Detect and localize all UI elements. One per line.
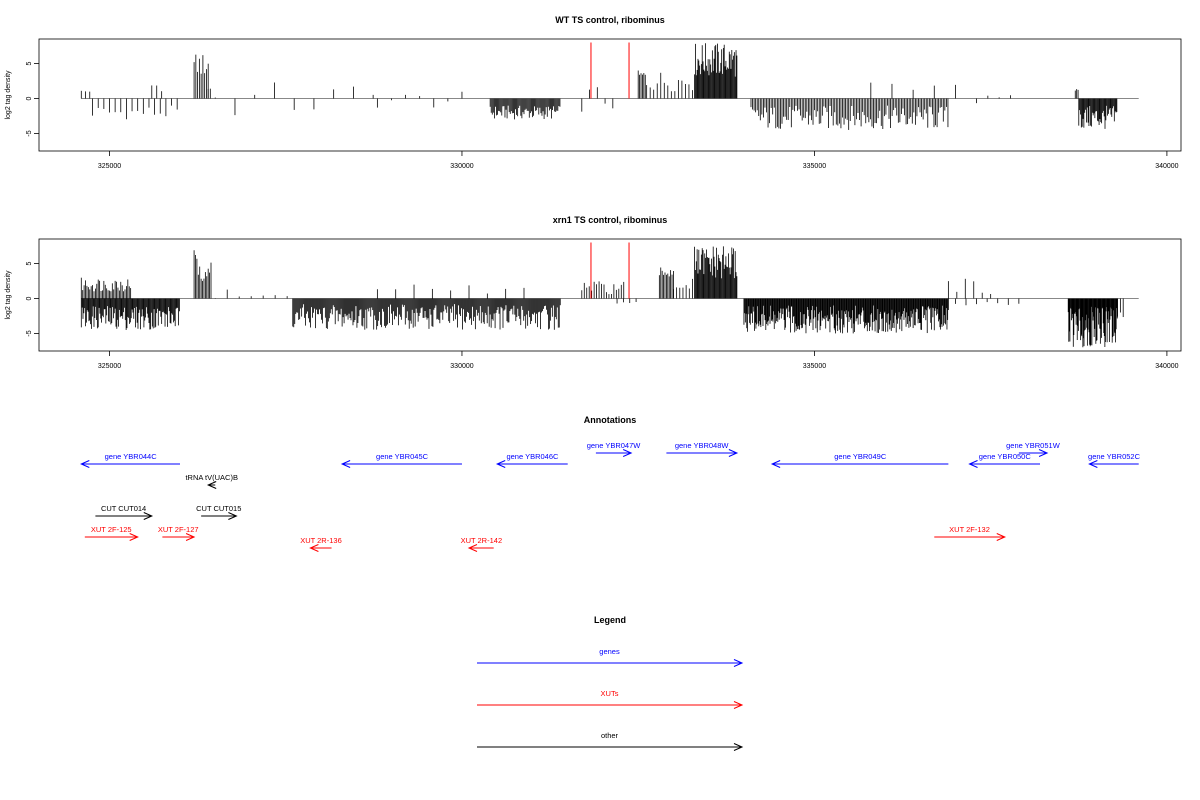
panel-wt-y-tick-label: -5 bbox=[26, 130, 33, 136]
annotation-label: gene YBR052C bbox=[1088, 452, 1141, 461]
legend-arrowhead-icon bbox=[733, 659, 744, 667]
annotation-label: CUT CUT014 bbox=[101, 504, 146, 513]
annotation-arrowhead-icon bbox=[1088, 460, 1098, 468]
annotation-label: XUT 2F-125 bbox=[91, 525, 132, 534]
annotation-label: gene YBR050C bbox=[979, 452, 1032, 461]
annotation-arrowhead-icon bbox=[495, 460, 506, 468]
annotations-title: Annotations bbox=[584, 415, 637, 425]
annotation-feature: gene YBR050C bbox=[968, 452, 1041, 468]
annotation-label: XUT 2R-142 bbox=[461, 536, 503, 545]
annotation-feature: gene YBR044C bbox=[80, 452, 180, 468]
annotation-feature: XUT 2R-142 bbox=[461, 536, 503, 552]
panel-xrn1-y-tick-label: -5 bbox=[26, 330, 33, 336]
panel-wt-x-axis: 325000 330000 335000 340000 bbox=[98, 151, 1179, 170]
annotation-arrowhead-icon bbox=[185, 533, 196, 541]
annotation-arrowhead-icon bbox=[80, 460, 90, 468]
panel-wt-x-tick-label: 330000 bbox=[450, 163, 473, 170]
annotation-arrowhead-icon bbox=[129, 533, 139, 541]
annotation-feature: XUT 2F-132 bbox=[934, 525, 1007, 541]
annotations-panel: Annotations gene YBR044C gene YBR045C gene… bbox=[80, 415, 1141, 552]
panel-wt-y-axis: -5 0 5 bbox=[26, 61, 39, 137]
panel-xrn1-title: xrn1 TS control, ribominus bbox=[553, 215, 668, 225]
legend-title: Legend bbox=[594, 615, 626, 625]
annotation-arrowhead-icon bbox=[968, 460, 978, 468]
annotation-arrowhead-icon bbox=[309, 544, 319, 552]
annotation-arrowhead-icon bbox=[770, 460, 781, 468]
annotation-label: gene YBR046C bbox=[506, 452, 559, 461]
annotation-label: gene YBR049C bbox=[834, 452, 887, 461]
annotation-feature: gene YBR049C bbox=[770, 452, 949, 468]
panel-wt-y-tick-label: 0 bbox=[26, 96, 33, 100]
annotation-arrowhead-icon bbox=[143, 512, 154, 520]
annotation-feature: CUT CUT015 bbox=[196, 504, 241, 520]
legend-label: genes bbox=[599, 647, 620, 656]
annotation-label: gene YBR047W bbox=[587, 441, 642, 450]
legend-item: XUTs bbox=[477, 689, 744, 709]
annotation-feature: gene YBR045C bbox=[340, 452, 462, 468]
panel-xrn1: xrn1 TS control, ribominus log2 tag dens… bbox=[5, 215, 1182, 370]
panel-wt: WT TS control, ribominus log2 tag densit… bbox=[5, 15, 1182, 170]
annotation-feature: XUT 2F-127 bbox=[158, 525, 199, 541]
panel-xrn1-bars bbox=[80, 242, 1139, 348]
annotation-feature: gene YBR046C bbox=[495, 452, 568, 468]
annotation-label: CUT CUT015 bbox=[196, 504, 241, 513]
annotation-arrowhead-icon bbox=[206, 481, 217, 489]
annotation-feature: XUT 2F-125 bbox=[84, 525, 139, 541]
panel-wt-y-axis-label: log2 tag density bbox=[5, 70, 12, 120]
annotation-feature: XUT 2R-136 bbox=[300, 536, 342, 552]
annotation-arrowhead-icon bbox=[340, 460, 351, 468]
annotation-arrowhead-icon bbox=[996, 533, 1007, 541]
annotation-feature: gene YBR052C bbox=[1088, 452, 1141, 468]
legend-panel: Legend genes XUTs other bbox=[477, 615, 744, 751]
panel-xrn1-x-tick-label: 335000 bbox=[803, 363, 826, 370]
legend-label: other bbox=[601, 731, 619, 740]
panel-xrn1-x-tick-label: 325000 bbox=[98, 363, 121, 370]
annotation-feature: gene YBR048W bbox=[666, 441, 739, 457]
annotation-feature: gene YBR047W bbox=[587, 441, 642, 457]
legend-arrowhead-icon bbox=[733, 701, 744, 709]
panel-wt-x-tick-label: 325000 bbox=[98, 163, 121, 170]
annotation-arrowhead-icon bbox=[1038, 449, 1049, 457]
legend-item: genes bbox=[477, 647, 744, 667]
panel-wt-bars bbox=[80, 42, 1139, 130]
panel-wt-x-tick-label: 335000 bbox=[803, 163, 826, 170]
legend-item: other bbox=[477, 731, 744, 751]
annotation-label: gene YBR045C bbox=[376, 452, 429, 461]
panel-xrn1-y-tick-label: 5 bbox=[26, 261, 33, 265]
panel-xrn1-x-tick-label: 340000 bbox=[1155, 363, 1178, 370]
annotation-arrowhead-icon bbox=[467, 544, 478, 552]
panel-wt-title: WT TS control, ribominus bbox=[555, 15, 665, 25]
panel-wt-plot-frame bbox=[38, 38, 1182, 152]
panel-xrn1-y-tick-label: 0 bbox=[26, 296, 33, 300]
panel-xrn1-y-axis-label: log2 tag density bbox=[5, 270, 12, 320]
annotation-label: XUT 2F-132 bbox=[949, 525, 990, 534]
panel-xrn1-x-axis: 325000 330000 335000 340000 bbox=[98, 351, 1179, 370]
annotation-feature: CUT CUT014 bbox=[95, 504, 154, 520]
legend-label: XUTs bbox=[601, 689, 619, 698]
panel-xrn1-x-tick-label: 330000 bbox=[450, 363, 473, 370]
annotation-label: gene YBR051W bbox=[1006, 441, 1061, 450]
panel-wt-x-tick-label: 340000 bbox=[1155, 163, 1178, 170]
panel-xrn1-plot-frame bbox=[38, 238, 1182, 352]
annotation-arrowhead-icon bbox=[622, 449, 633, 457]
panel-xrn1-y-axis: -5 0 5 bbox=[26, 261, 39, 337]
annotation-label: tRNA tV(UAC)B bbox=[185, 473, 238, 482]
legend-items: genes XUTs other bbox=[477, 647, 744, 751]
annotation-arrowhead-icon bbox=[728, 449, 739, 457]
annotation-arrowhead-icon bbox=[228, 512, 238, 520]
annotation-label: gene YBR044C bbox=[105, 452, 158, 461]
legend-arrowhead-icon bbox=[733, 743, 744, 751]
annotation-label: gene YBR048W bbox=[675, 441, 730, 450]
panel-wt-y-tick-label: 5 bbox=[26, 61, 33, 65]
annotation-label: XUT 2R-136 bbox=[300, 536, 342, 545]
annotation-features: gene YBR044C gene YBR045C gene YBR046C gene… bbox=[80, 441, 1141, 552]
annotation-feature: gene YBR051W bbox=[1006, 441, 1061, 457]
annotation-feature: tRNA tV(UAC)B bbox=[185, 473, 238, 489]
annotation-label: XUT 2F-127 bbox=[158, 525, 199, 534]
